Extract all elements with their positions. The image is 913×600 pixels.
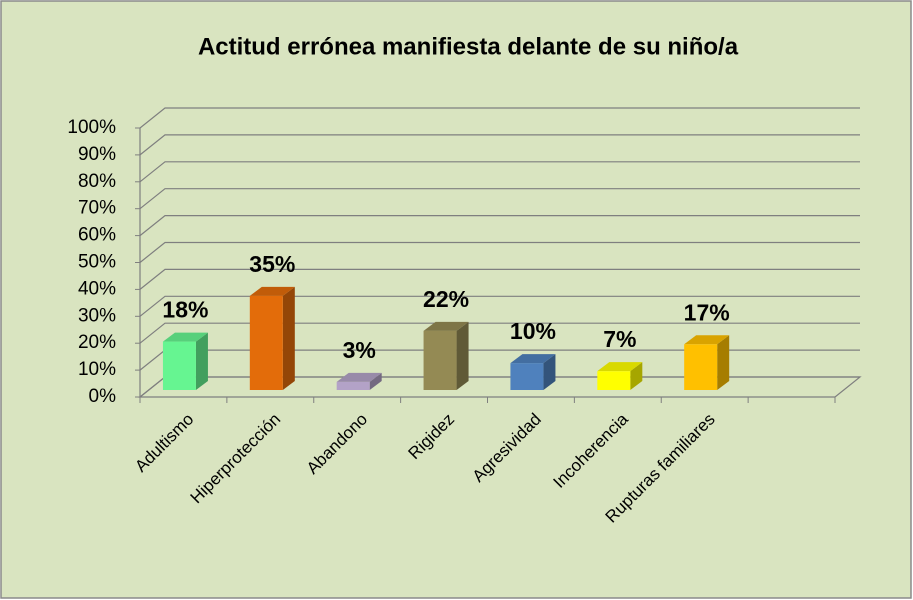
grid-line xyxy=(139,188,860,210)
data-label: 7% xyxy=(603,326,636,352)
y-tick-label: 90% xyxy=(78,144,116,165)
bar-top xyxy=(684,335,730,345)
bar-top xyxy=(162,332,208,342)
bar xyxy=(684,344,718,390)
y-tick-label: 80% xyxy=(78,171,116,192)
bar-side xyxy=(630,362,643,390)
bar-top xyxy=(249,286,295,296)
bar xyxy=(423,330,457,390)
bar-top xyxy=(336,372,382,382)
data-label: 17% xyxy=(684,299,730,325)
y-tick-label: 40% xyxy=(78,278,116,299)
bar-top xyxy=(510,354,556,364)
bar xyxy=(162,341,196,390)
data-label: 22% xyxy=(423,286,469,312)
bar xyxy=(336,381,370,390)
y-tick-label: 100% xyxy=(67,117,116,138)
data-label: 10% xyxy=(510,318,556,344)
data-label: 3% xyxy=(343,337,376,363)
y-tick-label: 30% xyxy=(78,305,116,326)
y-tick-label: 70% xyxy=(78,198,116,219)
grid-line xyxy=(139,161,860,183)
y-tick-label: 0% xyxy=(89,386,117,407)
grid-line xyxy=(139,295,860,317)
bar-side xyxy=(543,354,556,390)
bar-side xyxy=(282,286,295,390)
bar xyxy=(510,363,544,390)
y-tick-label: 20% xyxy=(78,332,116,353)
grid-line xyxy=(139,134,860,156)
bar-side xyxy=(717,335,730,390)
bar xyxy=(249,295,283,390)
data-label: 35% xyxy=(249,251,295,277)
bar-side xyxy=(369,372,382,390)
grid-line xyxy=(139,107,860,129)
grid-line xyxy=(139,241,860,263)
bar-side xyxy=(195,332,208,390)
chart-title: Actitud errónea manifiesta delante de su… xyxy=(198,33,739,60)
y-tick-label: 50% xyxy=(78,252,116,273)
bar-side xyxy=(456,321,469,390)
bar-top xyxy=(597,362,643,372)
grid-line xyxy=(139,268,860,290)
grid-line xyxy=(139,215,860,237)
y-tick-label: 10% xyxy=(78,359,116,380)
bar-top xyxy=(423,321,469,331)
y-tick-label: 60% xyxy=(78,225,116,246)
bar xyxy=(597,371,631,390)
data-label: 18% xyxy=(162,297,208,323)
grid-line xyxy=(139,322,860,344)
